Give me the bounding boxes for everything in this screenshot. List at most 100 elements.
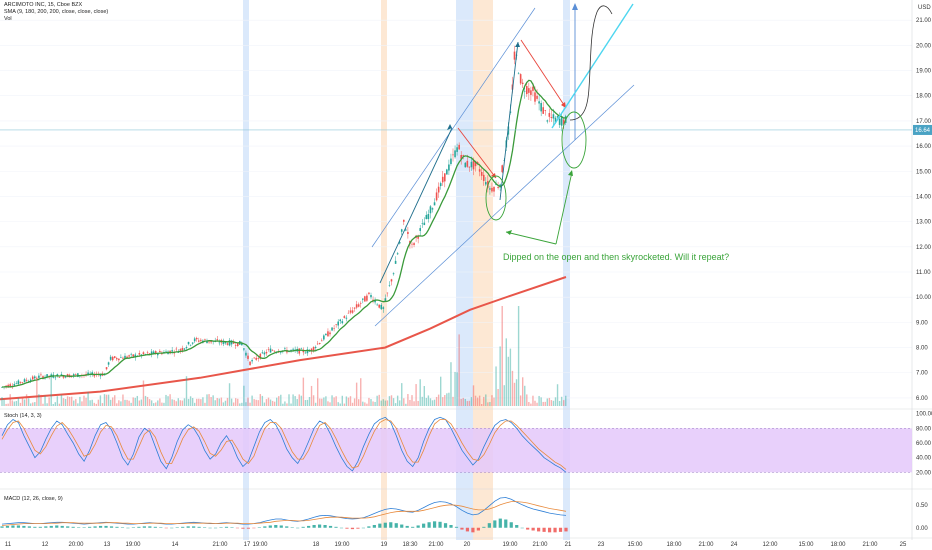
- volume-bar: [126, 399, 128, 406]
- volume-bar: [157, 400, 159, 406]
- time-tick-label: 21:00: [428, 542, 444, 548]
- drawings[interactable]: [371, 3, 635, 327]
- volume-bar: [138, 400, 141, 406]
- volume-bar: [142, 380, 145, 406]
- volume-bar: [136, 395, 138, 406]
- macd-histogram-bar: [224, 526, 229, 528]
- volume-bar: [208, 394, 210, 406]
- volume-bar: [319, 398, 321, 406]
- volume-bar: [341, 395, 343, 406]
- price-pane[interactable]: 16.64: [0, 45, 932, 401]
- time-tick-label: 13: [104, 542, 111, 548]
- volume-bar: [167, 396, 169, 406]
- candle-body: [187, 341, 190, 345]
- time-tick-label: 15:00: [798, 542, 814, 548]
- volume-bar: [511, 370, 514, 406]
- volume-bar: [93, 402, 95, 406]
- candle-body: [446, 169, 448, 175]
- volume-bar: [558, 400, 561, 406]
- candle-body: [253, 357, 255, 359]
- symbol-title: ARCIMOTO INC, 15, Cboe BZX: [4, 2, 83, 8]
- macd-histogram-bar: [153, 526, 157, 528]
- candle-body: [441, 176, 444, 183]
- macd-histogram-bar: [416, 525, 420, 528]
- candle-body: [204, 339, 206, 340]
- time-tick-label: 14: [172, 542, 179, 548]
- candle-body: [370, 295, 372, 298]
- volume-bar: [120, 401, 122, 406]
- stoch-tick-label: 80.00: [916, 426, 932, 432]
- stoch-d-line: [1, 419, 567, 470]
- volume-bar: [464, 398, 466, 406]
- candle-body: [310, 348, 313, 352]
- candle-body: [468, 166, 471, 168]
- volume-bar: [505, 338, 507, 406]
- volume-bar: [163, 402, 165, 406]
- candle-body: [42, 376, 44, 379]
- volume-bar: [513, 382, 516, 406]
- candle-body: [419, 228, 421, 231]
- candle-body: [109, 356, 112, 360]
- volume-bar: [36, 377, 38, 406]
- volume-bar: [565, 395, 567, 406]
- volume-bar: [345, 396, 348, 406]
- candle-body: [224, 341, 227, 344]
- macd-pane[interactable]: [0, 497, 568, 533]
- price-tick-label: 8.00: [916, 346, 928, 352]
- time-tick-label: 11: [5, 542, 12, 548]
- candle-body: [312, 346, 315, 351]
- volume-bar: [105, 394, 108, 406]
- volume-legend: Vol: [4, 16, 12, 22]
- time-tick-label: 18:00: [666, 542, 682, 548]
- volume-bar: [396, 395, 399, 406]
- candle-body: [189, 344, 192, 346]
- volume-bar: [228, 383, 231, 406]
- trend-arrow-1: [379, 127, 453, 284]
- cyan-trend-line: [551, 3, 634, 129]
- macd-histogram-bar: [471, 527, 475, 533]
- volume-bar: [202, 397, 204, 406]
- time-tick-label: 19: [381, 542, 388, 548]
- stochastic-pane[interactable]: [0, 416, 912, 473]
- volume-bar: [349, 396, 352, 406]
- macd-histogram-bar: [307, 525, 311, 528]
- candle-body: [478, 169, 481, 172]
- volume-bar: [390, 395, 393, 406]
- annotation-text[interactable]: Dipped on the open and then skyrocketed.…: [503, 252, 729, 262]
- volume-bar: [210, 397, 212, 406]
- volume-bar: [30, 403, 32, 406]
- macd-histogram-bar: [16, 525, 21, 528]
- volume-bar: [392, 398, 395, 406]
- volume-bar: [317, 378, 319, 406]
- price-tick-label: 7.00: [916, 371, 928, 377]
- candle-body: [314, 346, 317, 348]
- candle-body: [249, 361, 251, 366]
- candle-body: [23, 379, 26, 383]
- volume-bar: [128, 400, 130, 406]
- macd-histogram-bar: [104, 525, 108, 528]
- candle-body: [368, 292, 370, 294]
- volume-bar: [134, 397, 136, 406]
- macd-histogram-bar: [449, 525, 453, 528]
- background-highlights: [243, 0, 570, 540]
- macd-histogram-bar: [296, 527, 300, 529]
- candle-body: [263, 352, 266, 355]
- macd-histogram-bar: [148, 526, 152, 528]
- volume-bar: [64, 399, 67, 406]
- arrow-head-icon: [506, 230, 512, 235]
- candle-body: [396, 253, 399, 255]
- candle-body: [228, 340, 231, 346]
- macd-histogram-bar: [213, 527, 218, 529]
- candle-body: [273, 350, 276, 352]
- candle-body: [64, 376, 67, 378]
- macd-histogram-bar: [71, 526, 75, 528]
- volume-bar: [251, 395, 253, 406]
- candle-body: [339, 319, 342, 322]
- volume-bar: [442, 397, 444, 406]
- volume-bar: [169, 394, 171, 406]
- volume-bar: [550, 400, 553, 406]
- volume-bar: [273, 401, 276, 406]
- candle-body: [38, 375, 40, 378]
- candle-body: [321, 340, 323, 342]
